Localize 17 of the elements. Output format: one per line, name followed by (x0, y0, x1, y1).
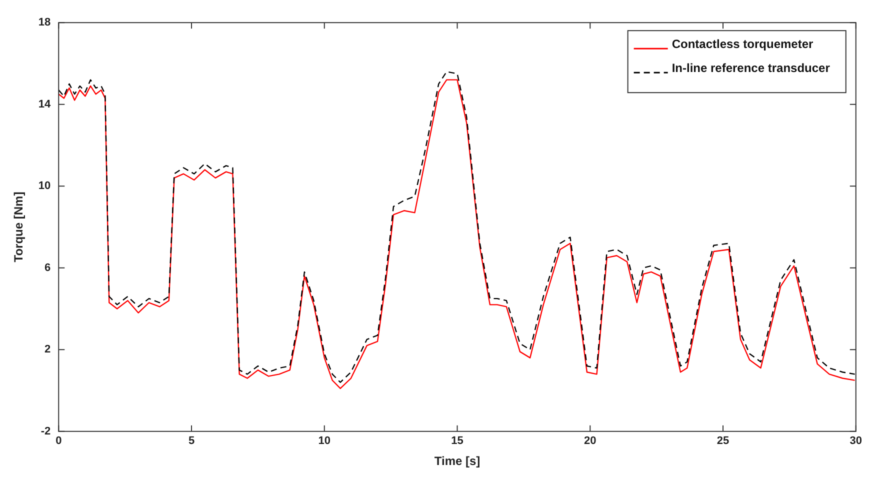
y-tick-label: 18 (38, 16, 51, 29)
y-axis-title: Torque [Nm] (12, 192, 26, 262)
x-axis-title: Time [s] (434, 454, 480, 468)
x-tick-label: 0 (56, 435, 62, 448)
x-tick-label: 10 (318, 435, 331, 448)
y-tick-label: 6 (44, 262, 51, 274)
legend-label: In-line reference transducer (672, 60, 830, 75)
x-tick-label: 15 (451, 435, 464, 448)
x-tick-label: 25 (716, 435, 730, 448)
x-tick-label: 20 (584, 435, 596, 448)
y-tick-label: 14 (38, 98, 52, 110)
x-tick-label: 30 (850, 435, 862, 448)
legend-label: Contactless torquemeter (672, 36, 814, 51)
y-tick-label: 2 (44, 344, 51, 356)
x-tick-label: 5 (188, 435, 195, 448)
y-tick-label: -2 (40, 425, 51, 438)
y-tick-label: 10 (38, 180, 51, 192)
